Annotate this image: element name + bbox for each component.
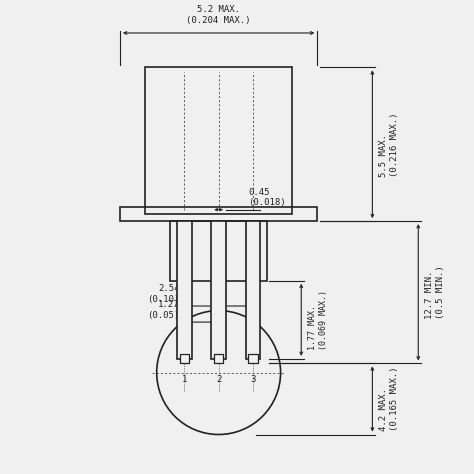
Text: 5.5 MAX.
(0.216 MAX.): 5.5 MAX. (0.216 MAX.) bbox=[379, 112, 400, 176]
Text: 4.2 MAX.
(0.165 MAX.): 4.2 MAX. (0.165 MAX.) bbox=[379, 367, 400, 431]
Bar bbox=[248, 354, 258, 364]
Bar bbox=[145, 67, 292, 214]
Text: 5.2 MAX.
(0.204 MAX.): 5.2 MAX. (0.204 MAX.) bbox=[186, 5, 251, 25]
Text: 1.77 MAX.
(0.069 MAX.): 1.77 MAX. (0.069 MAX.) bbox=[308, 290, 328, 350]
Text: 12.7 MIN.
(0.5 MIN.): 12.7 MIN. (0.5 MIN.) bbox=[425, 265, 445, 319]
Text: 2.54
(0.10): 2.54 (0.10) bbox=[147, 284, 180, 304]
Text: 1: 1 bbox=[182, 375, 187, 384]
Text: 2: 2 bbox=[216, 375, 221, 384]
Bar bbox=[214, 354, 223, 364]
Bar bbox=[180, 354, 189, 364]
Text: 0.45
(0.018): 0.45 (0.018) bbox=[248, 188, 286, 207]
Bar bbox=[246, 221, 260, 359]
Bar bbox=[171, 221, 267, 281]
Text: 3: 3 bbox=[250, 375, 256, 384]
Bar bbox=[177, 221, 191, 359]
Text: 1.27
(0.05): 1.27 (0.05) bbox=[147, 301, 180, 320]
Bar bbox=[211, 221, 226, 359]
Bar bbox=[120, 207, 317, 221]
